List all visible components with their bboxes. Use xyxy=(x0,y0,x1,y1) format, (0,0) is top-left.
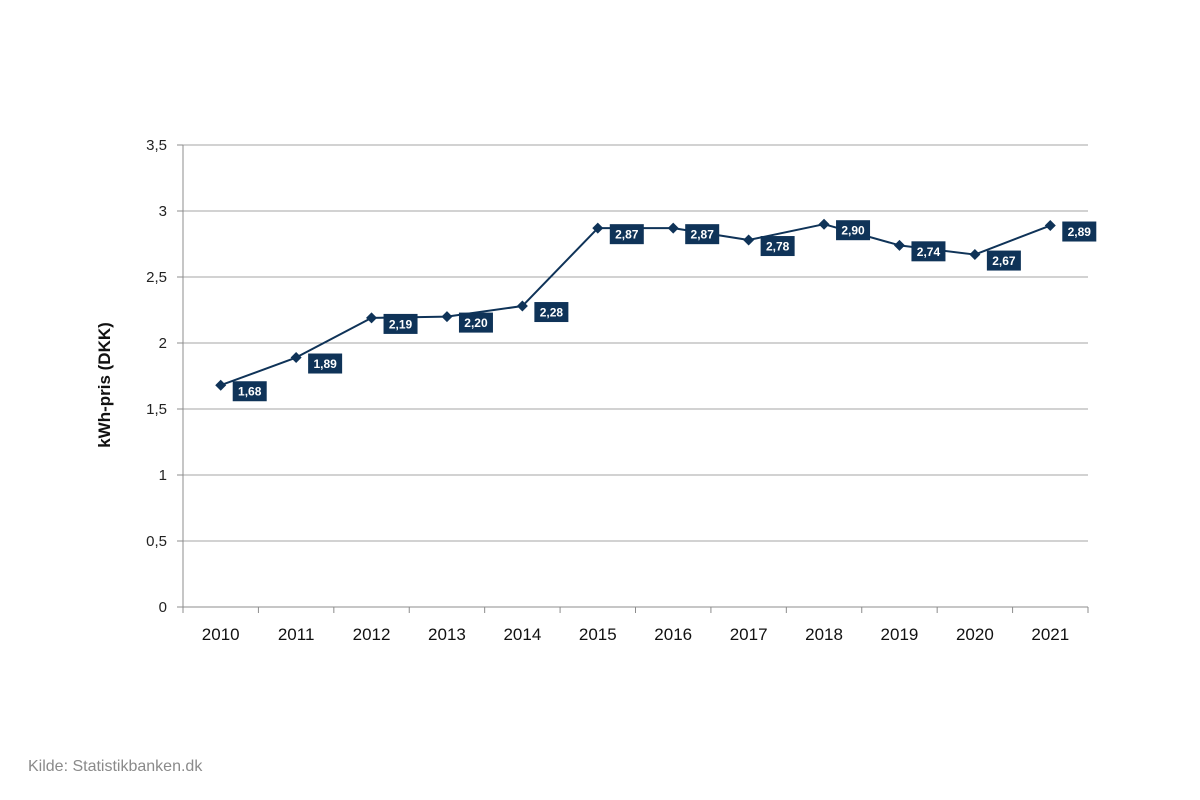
data-label-box xyxy=(232,381,267,402)
x-tick-label: 2018 xyxy=(805,625,843,644)
x-tick-label: 2020 xyxy=(956,625,994,644)
data-label-box xyxy=(986,250,1021,271)
data-label: 2,87 xyxy=(691,228,715,242)
data-point-marker xyxy=(366,312,378,324)
x-tick-label: 2010 xyxy=(202,625,240,644)
data-markers xyxy=(215,218,1056,391)
data-point-marker xyxy=(743,234,755,246)
y-tick-label: 3,5 xyxy=(146,137,167,154)
x-tick-label: 2021 xyxy=(1031,625,1069,644)
y-tick-label: 2,5 xyxy=(146,269,167,286)
data-label: 2,20 xyxy=(464,316,488,330)
x-tick-label: 2017 xyxy=(730,625,768,644)
x-tick-label: 2016 xyxy=(654,625,692,644)
x-tick-label: 2013 xyxy=(428,625,466,644)
data-label-box xyxy=(458,312,493,333)
data-point-marker xyxy=(215,379,227,391)
y-tick-label: 0,5 xyxy=(146,533,167,550)
data-point-marker xyxy=(441,311,453,323)
y-tick-label: 1 xyxy=(159,467,167,484)
data-point-marker xyxy=(1044,220,1056,232)
data-label-box xyxy=(308,353,343,374)
data-label-box xyxy=(609,224,644,245)
data-point-marker xyxy=(969,249,981,261)
y-axis-label: kWh-pris (DKK) xyxy=(95,322,114,448)
x-tick-label: 2014 xyxy=(503,625,541,644)
data-label-box xyxy=(1062,221,1097,242)
data-label-box xyxy=(685,224,720,245)
data-point-marker xyxy=(818,218,830,230)
data-label-box xyxy=(383,313,418,334)
data-point-marker xyxy=(667,222,679,234)
data-point-marker xyxy=(290,352,302,364)
data-label: 2,67 xyxy=(992,254,1016,268)
x-tick-label: 2019 xyxy=(881,625,919,644)
data-label-box xyxy=(911,241,946,262)
data-label: 2,78 xyxy=(766,240,790,254)
data-label: 2,90 xyxy=(841,224,865,238)
x-tick-label: 2015 xyxy=(579,625,617,644)
x-tick-label: 2012 xyxy=(353,625,391,644)
y-tick-label: 0 xyxy=(159,599,167,616)
data-label-box xyxy=(836,220,871,241)
x-tick-label: 2011 xyxy=(278,625,315,644)
data-point-marker xyxy=(516,300,528,312)
data-label-box xyxy=(534,302,569,323)
data-point-marker xyxy=(893,239,905,251)
y-tick-label: 2 xyxy=(159,335,167,352)
data-label: 2,19 xyxy=(389,317,413,331)
data-label: 1,89 xyxy=(313,357,337,371)
data-label: 2,87 xyxy=(615,228,639,242)
tick-labels: 0 0,5 1 1,5 2 2,5 3 3,5 2010 2011 2012 2013 2014 2015… xyxy=(146,137,1069,644)
data-label: 2,74 xyxy=(917,245,941,259)
y-tick-label: 1,5 xyxy=(146,401,167,418)
data-point-marker xyxy=(592,222,604,234)
data-labels: 1,68 1,89 2,19 2,20 2,28 2,87 2,87 2,78 2,90 2,74… xyxy=(232,220,1097,402)
data-label: 1,68 xyxy=(238,385,262,399)
source-note: Kilde: Statistikbanken.dk xyxy=(28,758,203,775)
gridlines xyxy=(183,144,1088,542)
y-tick-label: 3 xyxy=(159,203,167,220)
data-label-box xyxy=(760,236,795,257)
axes xyxy=(177,144,1089,613)
data-label: 2,28 xyxy=(540,306,564,320)
data-label: 2,89 xyxy=(1068,225,1092,239)
